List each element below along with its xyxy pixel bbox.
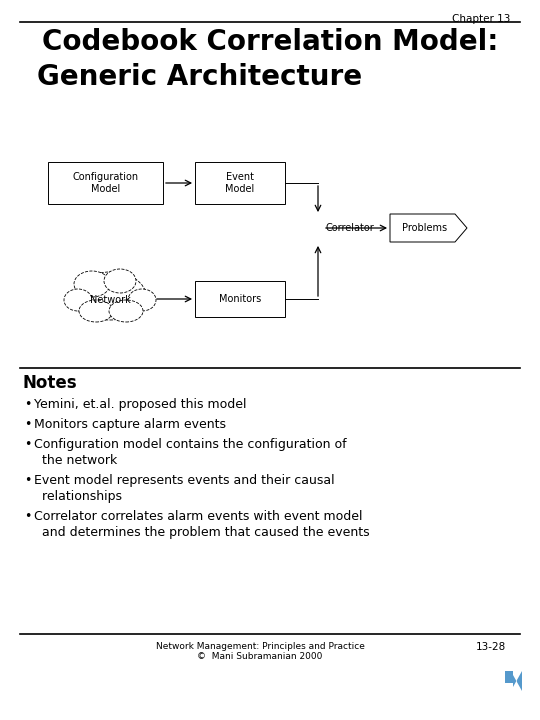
Text: Problems: Problems xyxy=(402,223,447,233)
Ellipse shape xyxy=(104,269,136,293)
Text: the network: the network xyxy=(34,454,117,467)
Text: •: • xyxy=(24,438,31,451)
Ellipse shape xyxy=(74,271,110,297)
Text: Chapter 13: Chapter 13 xyxy=(451,14,510,24)
Text: Event model represents events and their causal: Event model represents events and their … xyxy=(34,474,335,487)
FancyBboxPatch shape xyxy=(195,162,285,204)
Text: Event
Model: Event Model xyxy=(225,172,255,194)
Text: Network: Network xyxy=(90,295,130,305)
FancyBboxPatch shape xyxy=(195,281,285,317)
FancyBboxPatch shape xyxy=(505,671,513,683)
Text: Generic Architecture: Generic Architecture xyxy=(37,63,362,91)
Text: •: • xyxy=(24,418,31,431)
Ellipse shape xyxy=(79,300,113,322)
Text: •: • xyxy=(24,398,31,411)
Ellipse shape xyxy=(66,271,154,329)
Text: Correlator: Correlator xyxy=(325,223,374,233)
Ellipse shape xyxy=(128,289,156,311)
Text: and determines the problem that caused the events: and determines the problem that caused t… xyxy=(34,526,369,539)
Text: •: • xyxy=(24,510,31,523)
Text: Correlator correlates alarm events with event model: Correlator correlates alarm events with … xyxy=(34,510,362,523)
Text: 13-28: 13-28 xyxy=(476,642,507,652)
Text: Network Management: Principles and Practice
©  Mani Subramanian 2000: Network Management: Principles and Pract… xyxy=(156,642,364,662)
Ellipse shape xyxy=(64,289,92,311)
Text: •: • xyxy=(24,474,31,487)
Text: Configuration
Model: Configuration Model xyxy=(72,172,139,194)
Text: Notes: Notes xyxy=(22,374,77,392)
Ellipse shape xyxy=(109,300,143,322)
Ellipse shape xyxy=(74,272,146,320)
FancyBboxPatch shape xyxy=(48,162,163,204)
Text: Configuration model contains the configuration of: Configuration model contains the configu… xyxy=(34,438,347,451)
Polygon shape xyxy=(513,671,522,691)
Text: relationships: relationships xyxy=(34,490,122,503)
Text: Monitors: Monitors xyxy=(219,294,261,304)
Text: Monitors capture alarm events: Monitors capture alarm events xyxy=(34,418,226,431)
Polygon shape xyxy=(390,214,467,242)
Text: Yemini, et.al. proposed this model: Yemini, et.al. proposed this model xyxy=(34,398,246,411)
Text: Codebook Correlation Model:: Codebook Correlation Model: xyxy=(42,28,498,56)
